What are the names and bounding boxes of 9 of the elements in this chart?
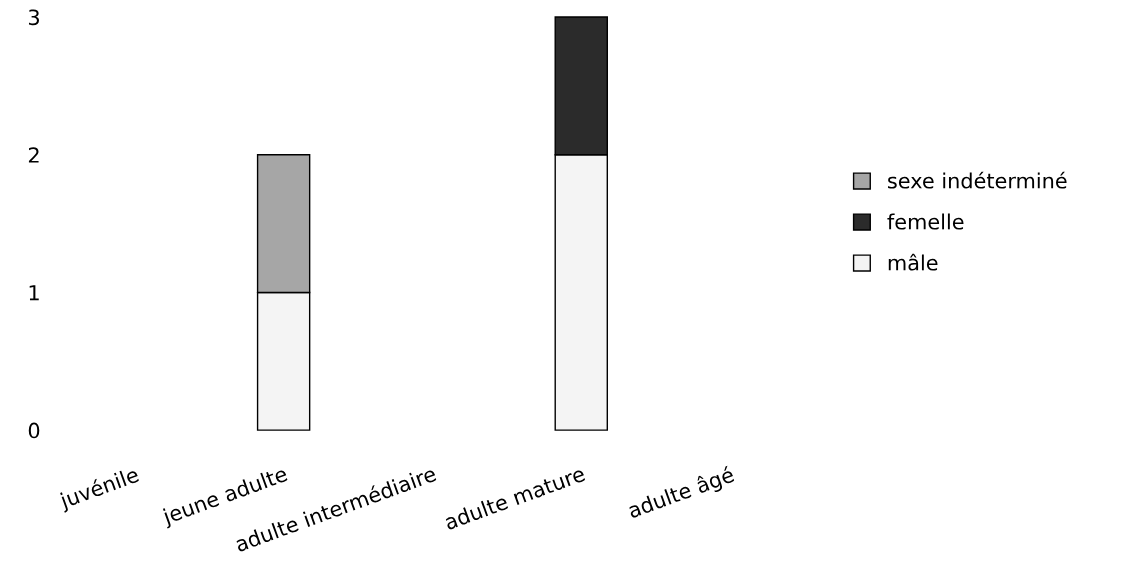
y-tick-label: 2 — [28, 147, 39, 163]
x-tick-label: adulte mature — [443, 465, 586, 531]
x-tick-label: adulte âgé — [626, 465, 737, 523]
legend-label: femelle — [887, 213, 964, 230]
y-tick-label: 3 — [28, 9, 39, 26]
y-tick-label: 1 — [29, 285, 39, 301]
y-tick-label: 0 — [28, 422, 40, 439]
legend-label: mâle — [888, 253, 938, 271]
legend-label: sexe indéterminé — [888, 171, 1067, 189]
